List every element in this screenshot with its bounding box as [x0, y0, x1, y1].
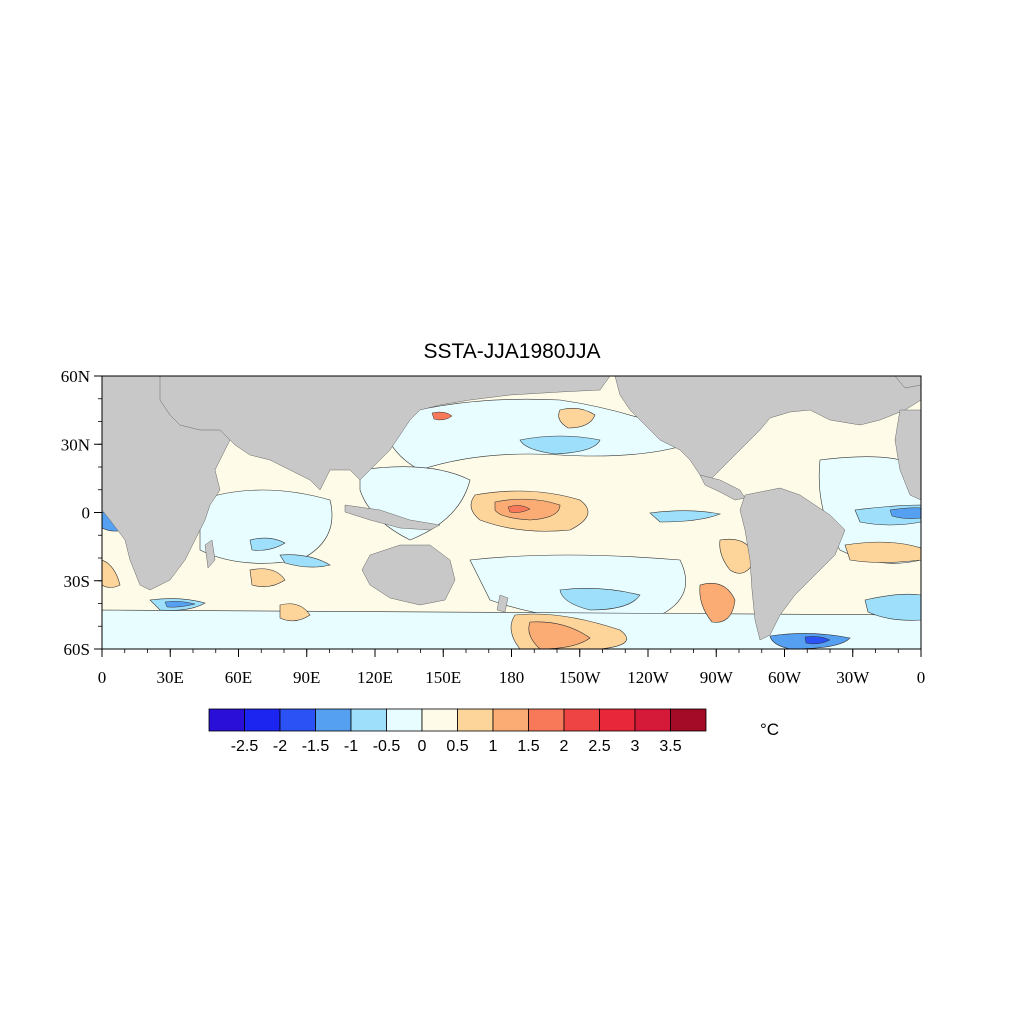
warm-southern-pacific-core [528, 621, 591, 649]
lon-tick-label: 60E [225, 668, 252, 687]
warm-south-pac-mid [279, 603, 311, 622]
unit-label: °C [760, 720, 780, 739]
colorbar-swatch [350, 708, 387, 732]
lon-tick-label: 60W [768, 668, 802, 687]
longitude-axis: 0 30E 60E 90E 120E 150E 180 150W 120W 90W 60W 30W 0 [98, 649, 926, 687]
south-america-land [739, 487, 846, 641]
colorbar-swatch [563, 708, 600, 732]
lon-tick-label: 0 [98, 668, 107, 687]
map-plot-area [102, 376, 921, 649]
lat-tick-label: 60N [61, 367, 90, 386]
cold-south-atlantic [864, 593, 921, 621]
lon-tick-label: 150W [559, 668, 602, 687]
cold-south-pacific [559, 588, 641, 611]
madagascar-land [204, 539, 216, 569]
europe-asia-land [159, 376, 611, 491]
australia-land [361, 544, 456, 606]
lon-tick-label: 90W [700, 668, 734, 687]
lon-tick-label: 180 [499, 668, 525, 687]
colorbar-label: 1.5 [517, 738, 539, 755]
greenland-cap [894, 376, 921, 389]
warm-south-indian [249, 568, 286, 587]
colorbar-swatch [457, 708, 494, 732]
colorbar-label: 1 [489, 738, 498, 755]
cold-drake-core [804, 636, 831, 645]
cold-indian-mid2 [279, 554, 331, 568]
warm-peru [719, 538, 756, 574]
colorbar-label: -1.5 [302, 738, 330, 755]
colorbar-label: -0.5 [373, 738, 401, 755]
colorbar-swatch [492, 708, 529, 732]
colorbar-swatch [315, 708, 352, 732]
warm-south-atlantic [844, 541, 921, 563]
colorbar-swatch [208, 708, 245, 732]
north-america-land [614, 376, 921, 481]
warm-central-pacific-center [507, 505, 531, 513]
new-zealand-land [496, 594, 509, 613]
lon-tick-label: 90E [293, 668, 320, 687]
africa-west-bulge [894, 409, 921, 501]
latitude-axis: 60N 30N 0 30S 60S [61, 367, 102, 659]
colorbar-label: 3 [631, 738, 640, 755]
colorbar-swatch [599, 708, 636, 732]
lat-tick-label: 30S [64, 572, 90, 591]
colorbar-label: -1 [344, 738, 358, 755]
warm-japan-spot [431, 411, 453, 421]
colorbar-label: -2 [273, 738, 287, 755]
warm-north-pacific [558, 408, 596, 429]
cold-east-pacific [649, 510, 722, 523]
lon-tick-label: 150E [425, 668, 461, 687]
colorbar-label: 2.5 [588, 738, 610, 755]
colorbar-label: -2.5 [231, 738, 259, 755]
lon-tick-label: 120E [357, 668, 393, 687]
light-blue-indian [199, 489, 333, 564]
colorbar-swatch [244, 708, 281, 732]
colorbar: -2.5 -2 -1.5 -1 -0.5 0 0.5 1 1.5 2 2.5 3 3.5 [208, 708, 707, 755]
lat-tick-label: 30N [61, 435, 90, 454]
colorbar-label: 0.5 [446, 738, 468, 755]
cold-indian-mid [249, 537, 286, 551]
central-america-land [699, 474, 746, 501]
colorbar-swatch [386, 708, 423, 732]
colorbar-swatch [634, 708, 671, 732]
lat-tick-label: 0 [82, 504, 91, 523]
cold-south-indian-core [164, 601, 196, 608]
colorbar-label: 3.5 [659, 738, 681, 755]
colorbar-swatch [670, 708, 707, 732]
cold-north-pacific [519, 435, 601, 455]
anomaly-contours [102, 377, 921, 649]
colorbar-swatch [279, 708, 316, 732]
warm-southeast-pacific [699, 583, 736, 623]
land-masses [102, 376, 921, 641]
map-title: SSTA-JJA1980JJA [423, 340, 601, 363]
lon-tick-label: 120W [627, 668, 670, 687]
lon-tick-label: 30W [836, 668, 870, 687]
colorbar-label: 0 [418, 738, 427, 755]
cold-equatorial-atlantic-core [889, 507, 921, 519]
indonesia-land [344, 504, 441, 531]
colorbar-label: 2 [560, 738, 569, 755]
lon-tick-label: 30E [157, 668, 184, 687]
warm-sw-africa [102, 559, 121, 588]
lon-tick-label: 0 [917, 668, 926, 687]
colorbar-swatch [421, 708, 458, 732]
colorbar-swatch [528, 708, 565, 732]
lat-tick-label: 60S [64, 640, 90, 659]
